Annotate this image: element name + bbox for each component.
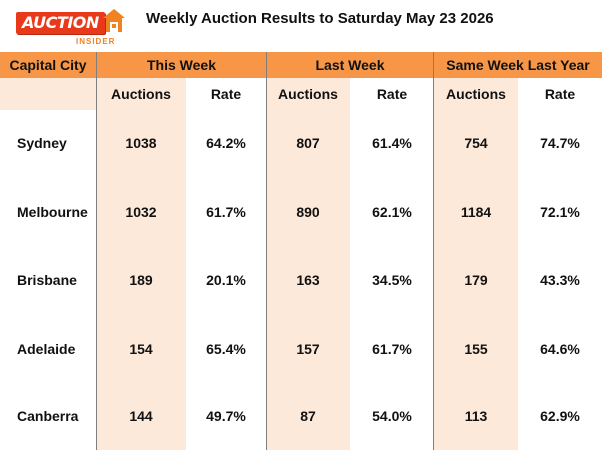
ly-rate: 64.6% — [540, 341, 580, 357]
tw-auctions: 1038 — [125, 135, 157, 151]
ly-rate: 43.3% — [540, 272, 580, 288]
column-divider — [433, 52, 434, 450]
subheader-ly-auctions: Auctions — [446, 86, 506, 102]
last-year-auctions-band — [434, 78, 518, 450]
header-capital-city: Capital City — [0, 52, 96, 78]
lw-rate: 61.7% — [372, 341, 412, 357]
city-name: Melbourne — [17, 204, 88, 220]
tw-rate: 61.7% — [206, 204, 246, 220]
tw-auctions: 144 — [129, 408, 153, 424]
column-divider — [96, 52, 97, 450]
lw-auctions: 157 — [296, 341, 320, 357]
column-divider — [266, 52, 267, 450]
ly-auctions: 754 — [464, 135, 488, 151]
logo-sub-text: INSIDER — [76, 37, 116, 46]
tw-rate: 49.7% — [206, 408, 246, 424]
city-name: Sydney — [17, 135, 67, 151]
house-icon — [103, 9, 125, 32]
city-subheader-band — [0, 78, 96, 110]
ly-rate: 74.7% — [540, 135, 580, 151]
header-same-week-last-year: Same Week Last Year — [434, 52, 602, 78]
subheader-tw-auctions: Auctions — [111, 86, 171, 102]
ly-rate: 72.1% — [540, 204, 580, 220]
tw-auctions: 189 — [129, 272, 153, 288]
subheader-lw-auctions: Auctions — [278, 86, 338, 102]
auction-insider-logo: AUCTION INSIDER — [16, 6, 128, 46]
tw-rate: 20.1% — [206, 272, 246, 288]
ly-auctions: 113 — [464, 408, 488, 424]
lw-rate: 61.4% — [372, 135, 412, 151]
header-this-week: This Week — [97, 52, 266, 78]
tw-auctions: 1032 — [125, 204, 157, 220]
lw-rate: 34.5% — [372, 272, 412, 288]
lw-rate: 54.0% — [372, 408, 412, 424]
subheader-lw-rate: Rate — [376, 86, 408, 102]
lw-auctions: 807 — [296, 135, 320, 151]
city-name: Adelaide — [17, 341, 76, 357]
tw-rate: 64.2% — [206, 135, 246, 151]
subheader-ly-rate: Rate — [544, 86, 576, 102]
header-last-week: Last Week — [267, 52, 433, 78]
ly-auctions: 179 — [464, 272, 488, 288]
city-name: Canberra — [17, 408, 79, 424]
ly-rate: 62.9% — [540, 408, 580, 424]
logo-brand-text: AUCTION — [16, 12, 105, 34]
ly-auctions: 1184 — [460, 204, 492, 220]
subheader-tw-rate: Rate — [210, 86, 242, 102]
this-week-auctions-band — [96, 78, 186, 450]
tw-rate: 65.4% — [206, 341, 246, 357]
lw-auctions: 890 — [296, 204, 320, 220]
lw-auctions: 163 — [296, 272, 320, 288]
page-title: Weekly Auction Results to Saturday May 2… — [146, 10, 494, 27]
lw-auctions: 87 — [300, 408, 316, 424]
tw-auctions: 154 — [129, 341, 153, 357]
ly-auctions: 155 — [464, 341, 488, 357]
city-name: Brisbane — [17, 272, 77, 288]
lw-rate: 62.1% — [372, 204, 412, 220]
last-week-auctions-band — [266, 78, 350, 450]
